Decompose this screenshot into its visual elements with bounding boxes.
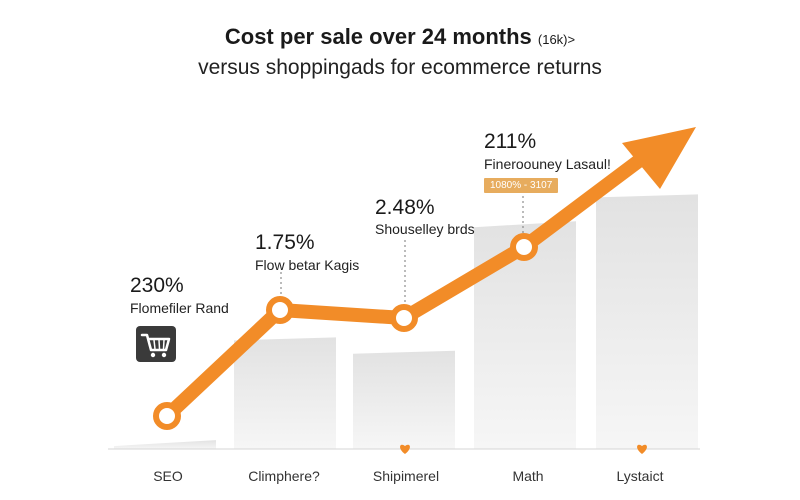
point-1-note: Flomefiler Rand — [130, 300, 229, 316]
trend-point-4 — [510, 233, 538, 261]
point-2-note: Flow betar Kagis — [255, 257, 360, 273]
x-tick-label-4: Math — [512, 468, 544, 484]
leader-lines-group — [280, 196, 524, 306]
point-4-value: 211% — [484, 130, 537, 153]
bar-2 — [234, 337, 336, 449]
trend-point-2 — [266, 296, 294, 324]
point-3-note: Shouselley brds — [375, 221, 475, 237]
trend-point-3 — [390, 304, 418, 332]
point-4-note: Fineroouney Lasaul! — [484, 156, 611, 172]
x-tick-label-1: SEO — [153, 468, 183, 484]
bar-5 — [596, 194, 698, 449]
heart-icon — [400, 444, 410, 454]
hearts-group — [400, 444, 647, 454]
point-3-value: 2.48% — [375, 196, 435, 219]
point-1-value: 230% — [130, 274, 184, 297]
shopping-cart-icon — [136, 326, 176, 362]
bars-group — [114, 194, 698, 449]
x-tick-label-5: Lystaict — [616, 468, 664, 484]
chart-subtitle: versus shoppingads for ecommerce returns — [198, 56, 602, 79]
chart-title-unit: (16k)> — [537, 32, 576, 47]
heart-icon — [637, 444, 647, 454]
chart-title: Cost per sale over 24 months (16k)> — [0, 24, 800, 50]
chart-title-text: Cost per sale over 24 months — [224, 24, 532, 49]
trend-point-1 — [153, 402, 181, 430]
x-tick-label-2: Climphere? — [248, 468, 320, 484]
trend-line-group — [153, 127, 696, 430]
point-4-range-tag: 1080% - 3107 — [484, 178, 559, 193]
bar-4 — [474, 221, 576, 449]
bar-1 — [114, 440, 216, 449]
point-2-value: 1.75% — [255, 231, 315, 254]
x-tick-label-3: Shipimerel — [372, 468, 440, 484]
bar-3 — [353, 350, 455, 449]
trend-arrowhead — [622, 127, 696, 189]
